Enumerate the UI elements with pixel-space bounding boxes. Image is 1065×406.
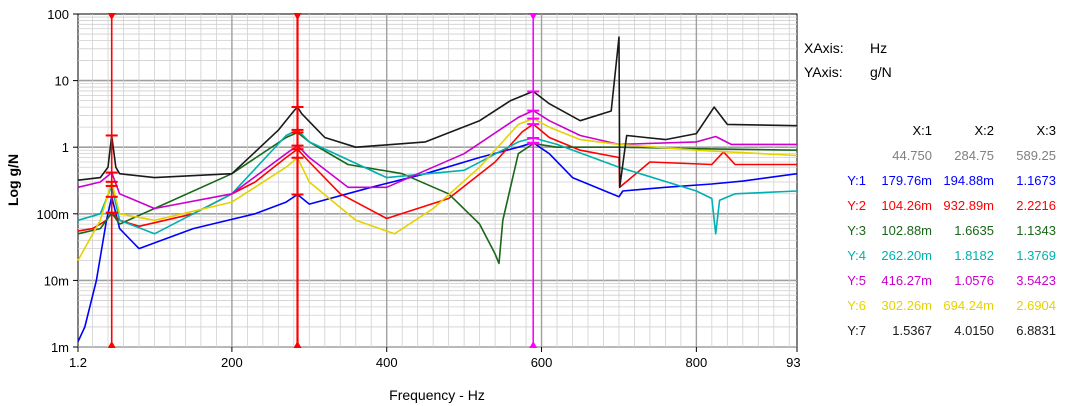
corner-cell: [800, 118, 870, 143]
cursor-y-value: 2.2216: [1016, 198, 1056, 213]
cursor-y-row: Y:7 1.5367 4.0150 6.8831: [800, 318, 1056, 343]
y-tick-label: 1: [62, 140, 69, 155]
series-group: [77, 36, 798, 343]
x-tick-label: 1.2: [69, 355, 87, 370]
x-tick-label: 800: [686, 355, 708, 370]
cursor-marker-bottom-2: [293, 341, 302, 348]
cursor-y-value: 416.27m: [881, 273, 932, 288]
cursor-y-row: Y:2 104.26m 932.89m 2.2216: [800, 193, 1056, 218]
cursor-group: [105, 13, 540, 348]
corner-cell: [800, 143, 870, 168]
series-label: Y:7: [847, 323, 866, 338]
cursor-header-row: X:1 X:2 X:3: [800, 118, 1056, 143]
x-axis-label: Frequency - Hz: [389, 387, 485, 403]
series-label: Y:2: [847, 198, 866, 213]
cursor-y-value: 1.1343: [1016, 223, 1056, 238]
cursor-y-value: 1.3769: [1016, 248, 1056, 263]
cursor-header: X:3: [1036, 123, 1056, 138]
cursor-y-value: 262.20m: [881, 248, 932, 263]
grid: [78, 14, 797, 348]
cursor-marker-top-3: [529, 13, 538, 20]
series-label: Y:4: [847, 248, 866, 263]
cursor-y-value: 1.1673: [1016, 173, 1056, 188]
cursor-y-value: 1.0576: [954, 273, 994, 288]
y-tick-label: 10m: [44, 273, 69, 288]
cursor-y-value: 2.6904: [1016, 298, 1056, 313]
y-tick-label: 100: [47, 7, 69, 22]
xaxis-unit: Hz: [870, 40, 888, 56]
cursor-values-table: X:1 X:2 X:3 44.750 284.75 589.25 Y:1 179.76m 194…: [800, 118, 1056, 343]
y-axis-label: Log g/N: [5, 154, 21, 206]
cursor-y-row: Y:6 302.26m 694.24m 2.6904: [800, 293, 1056, 318]
x-tick-label: 600: [531, 355, 553, 370]
cursor-y-value: 1.5367: [892, 323, 932, 338]
series-label: Y:1: [847, 173, 866, 188]
cursor-y-value: 104.26m: [881, 198, 932, 213]
series-label: Y:3: [847, 223, 866, 238]
series-line-6: [77, 117, 798, 261]
frf-chart: 1.2 200 400 600 800 930 1m 10m 100m 1 10 100 Freque…: [5, 7, 800, 403]
cursor-y-value: 6.8831: [1016, 323, 1056, 338]
y-tick-label: 100m: [36, 207, 69, 222]
cursor-y-value: 302.26m: [881, 298, 932, 313]
yaxis-unit: g/N: [870, 64, 892, 80]
tick-group: 1.2 200 400 600 800 930 1m 10m 100m 1 10 100: [36, 7, 800, 370]
cursor-y-value: 179.76m: [881, 173, 932, 188]
cursor-x-value: 589.25: [1016, 148, 1056, 163]
series-label: Y:6: [847, 298, 866, 313]
cursor-marker-bottom-3: [529, 341, 538, 348]
cursor-y-row: Y:3 102.88m 1.6635 1.1343: [800, 218, 1056, 243]
series-line-4: [77, 129, 798, 235]
cursor-y-row: Y:5 416.27m 1.0576 3.5423: [800, 268, 1056, 293]
yaxis-title: YAxis:: [804, 64, 843, 80]
series-line-7: [77, 36, 798, 189]
cursor-y-value: 194.88m: [943, 173, 994, 188]
cursor-y-value: 1.6635: [954, 223, 994, 238]
cursor-x-row: 44.750 284.75 589.25: [800, 143, 1056, 168]
cursor-x-value: 284.75: [954, 148, 994, 163]
cursor-y-row: Y:1 179.76m 194.88m 1.1673: [800, 168, 1056, 193]
x-tick-label: 200: [221, 355, 243, 370]
y-tick-label: 1m: [51, 340, 69, 355]
x-tick-label: 930: [786, 355, 800, 370]
y-tick-label: 10: [55, 74, 69, 89]
series-label: Y:5: [847, 273, 866, 288]
cursor-y-value: 102.88m: [881, 223, 932, 238]
cursor-header: X:2: [974, 123, 994, 138]
plot-frame: [77, 13, 798, 348]
cursor-y-value: 694.24m: [943, 298, 994, 313]
cursor-x-value: 44.750: [892, 148, 932, 163]
cursor-y-row: Y:4 262.20m 1.8182 1.3769: [800, 243, 1056, 268]
cursor-y-value: 4.0150: [954, 323, 994, 338]
cursor-marker-top-2: [293, 13, 302, 20]
cursor-marker-top-1: [107, 13, 116, 20]
cursor-y-value: 3.5423: [1016, 273, 1056, 288]
cursor-y-value: 1.8182: [954, 248, 994, 263]
cursor-marker-bottom-1: [107, 341, 116, 348]
x-tick-label: 400: [376, 355, 398, 370]
xaxis-title: XAxis:: [804, 40, 844, 56]
cursor-y-value: 932.89m: [943, 198, 994, 213]
series-line-5: [77, 109, 797, 210]
cursor-header: X:1: [912, 123, 932, 138]
